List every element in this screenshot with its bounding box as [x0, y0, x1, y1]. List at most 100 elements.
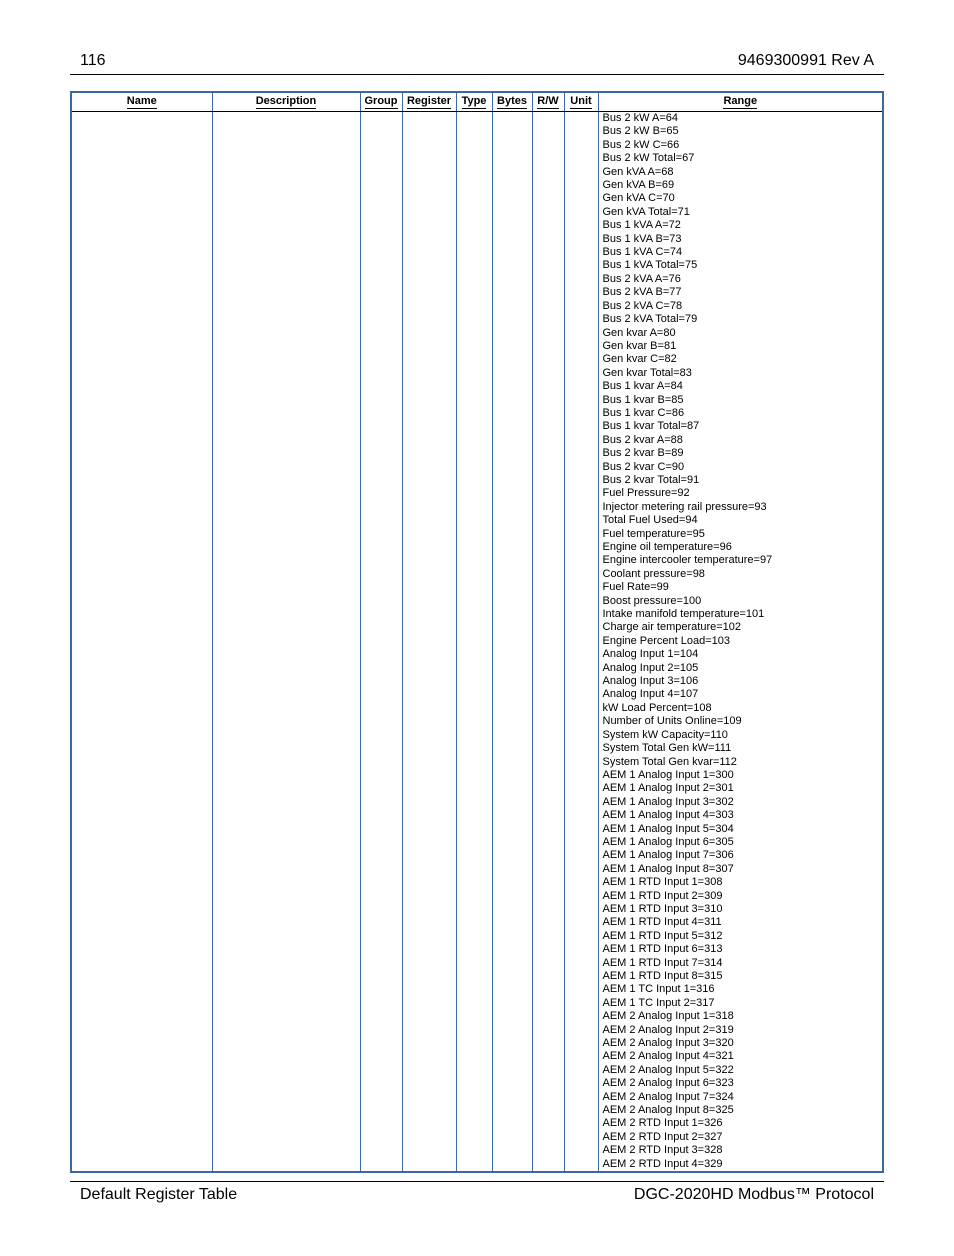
range-value: Gen kvar Total=83 [603, 367, 879, 380]
range-value: AEM 1 RTD Input 1=308 [603, 876, 879, 889]
page: 116 9469300991 Rev A Name Description Gr… [0, 0, 954, 1256]
range-value: Bus 2 kvar C=90 [603, 461, 879, 474]
range-value: Engine Percent Load=103 [603, 635, 879, 648]
range-value: Bus 2 kW A=64 [603, 112, 879, 125]
footer-right: DGC-2020HD Modbus™ Protocol [634, 1186, 874, 1204]
range-value: Analog Input 2=105 [603, 662, 879, 675]
range-value: AEM 1 RTD Input 8=315 [603, 970, 879, 983]
footer-left: Default Register Table [80, 1186, 237, 1204]
range-value: AEM 2 Analog Input 3=320 [603, 1037, 879, 1050]
range-value: Fuel Rate=99 [603, 581, 879, 594]
range-value: Bus 2 kW Total=67 [603, 152, 879, 165]
col-header-name: Name [72, 93, 212, 112]
col-header-unit: Unit [564, 93, 598, 112]
range-value: AEM 1 TC Input 1=316 [603, 983, 879, 996]
page-footer: Default Register Table DGC-2020HD Modbus… [70, 1181, 884, 1204]
range-value: Bus 2 kVA A=76 [603, 273, 879, 286]
col-header-bytes: Bytes [492, 93, 532, 112]
range-value: Bus 2 kW C=66 [603, 139, 879, 152]
cell-description [212, 112, 360, 1172]
col-header-group: Group [360, 93, 402, 112]
range-value: Engine intercooler temperature=97 [603, 554, 879, 567]
range-value: Bus 1 kvar C=86 [603, 407, 879, 420]
range-value: AEM 1 Analog Input 7=306 [603, 849, 879, 862]
cell-unit [564, 112, 598, 1172]
range-value: AEM 1 TC Input 2=317 [603, 997, 879, 1010]
cell-group [360, 112, 402, 1172]
range-value: Number of Units Online=109 [603, 715, 879, 728]
range-value: Fuel temperature=95 [603, 528, 879, 541]
cell-type [456, 112, 492, 1172]
range-value: Gen kvar A=80 [603, 327, 879, 340]
range-value: Gen kvar B=81 [603, 340, 879, 353]
range-value: AEM 1 Analog Input 8=307 [603, 863, 879, 876]
range-value: Bus 2 kvar A=88 [603, 434, 879, 447]
range-value: AEM 2 Analog Input 8=325 [603, 1104, 879, 1117]
range-value: Bus 2 kvar Total=91 [603, 474, 879, 487]
col-header-description: Description [212, 93, 360, 112]
range-value: Bus 2 kW B=65 [603, 125, 879, 138]
range-value: Bus 2 kVA C=78 [603, 300, 879, 313]
doc-revision: 9469300991 Rev A [738, 52, 874, 70]
range-value: Fuel Pressure=92 [603, 487, 879, 500]
range-value: AEM 2 Analog Input 2=319 [603, 1024, 879, 1037]
range-value: Bus 1 kVA A=72 [603, 219, 879, 232]
range-value: Gen kvar C=82 [603, 353, 879, 366]
range-value: System Total Gen kvar=112 [603, 756, 879, 769]
range-value: Gen kVA A=68 [603, 166, 879, 179]
range-value-list: Bus 2 kW A=64Bus 2 kW B=65Bus 2 kW C=66B… [603, 112, 879, 1171]
col-header-rw: R/W [532, 93, 564, 112]
range-value: Gen kVA C=70 [603, 192, 879, 205]
range-value: Intake manifold temperature=101 [603, 608, 879, 621]
range-value: Analog Input 4=107 [603, 688, 879, 701]
range-value: AEM 1 Analog Input 2=301 [603, 782, 879, 795]
range-value: AEM 2 Analog Input 6=323 [603, 1077, 879, 1090]
range-value: Analog Input 3=106 [603, 675, 879, 688]
range-value: Boost pressure=100 [603, 595, 879, 608]
col-header-type: Type [456, 93, 492, 112]
page-number: 116 [80, 52, 106, 70]
range-value: System Total Gen kW=111 [603, 742, 879, 755]
range-value: AEM 1 Analog Input 3=302 [603, 796, 879, 809]
range-value: AEM 2 Analog Input 4=321 [603, 1050, 879, 1063]
range-value: Bus 2 kvar B=89 [603, 447, 879, 460]
range-value: AEM 2 RTD Input 2=327 [603, 1131, 879, 1144]
range-value: AEM 1 Analog Input 6=305 [603, 836, 879, 849]
range-value: AEM 1 Analog Input 1=300 [603, 769, 879, 782]
range-value: Bus 2 kVA B=77 [603, 286, 879, 299]
col-header-register: Register [402, 93, 456, 112]
range-value: Bus 1 kVA B=73 [603, 233, 879, 246]
range-value: AEM 1 Analog Input 5=304 [603, 823, 879, 836]
cell-rw [532, 112, 564, 1172]
range-value: Bus 2 kVA Total=79 [603, 313, 879, 326]
range-value: AEM 2 Analog Input 7=324 [603, 1091, 879, 1104]
range-value: AEM 1 RTD Input 6=313 [603, 943, 879, 956]
range-value: System kW Capacity=110 [603, 729, 879, 742]
range-value: Analog Input 1=104 [603, 648, 879, 661]
table-row: Bus 2 kW A=64Bus 2 kW B=65Bus 2 kW C=66B… [72, 112, 882, 1172]
cell-register [402, 112, 456, 1172]
range-value: Gen kVA B=69 [603, 179, 879, 192]
range-value: Engine oil temperature=96 [603, 541, 879, 554]
register-table-wrap: Name Description Group Register Type Byt… [70, 91, 884, 1173]
cell-bytes [492, 112, 532, 1172]
range-value: AEM 1 Analog Input 4=303 [603, 809, 879, 822]
range-value: AEM 2 RTD Input 4=329 [603, 1158, 879, 1171]
range-value: Bus 1 kVA Total=75 [603, 259, 879, 272]
range-value: AEM 1 RTD Input 4=311 [603, 916, 879, 929]
range-value: AEM 2 RTD Input 3=328 [603, 1144, 879, 1157]
range-value: Bus 1 kvar B=85 [603, 394, 879, 407]
range-value: Charge air temperature=102 [603, 621, 879, 634]
register-table: Name Description Group Register Type Byt… [72, 93, 882, 1171]
table-header-row: Name Description Group Register Type Byt… [72, 93, 882, 112]
range-value: Injector metering rail pressure=93 [603, 501, 879, 514]
range-value: AEM 1 RTD Input 5=312 [603, 930, 879, 943]
range-value: AEM 1 RTD Input 2=309 [603, 890, 879, 903]
range-value: kW Load Percent=108 [603, 702, 879, 715]
range-value: AEM 2 RTD Input 1=326 [603, 1117, 879, 1130]
range-value: Bus 1 kvar Total=87 [603, 420, 879, 433]
range-value: Coolant pressure=98 [603, 568, 879, 581]
range-value: Total Fuel Used=94 [603, 514, 879, 527]
cell-name [72, 112, 212, 1172]
range-value: AEM 1 RTD Input 3=310 [603, 903, 879, 916]
